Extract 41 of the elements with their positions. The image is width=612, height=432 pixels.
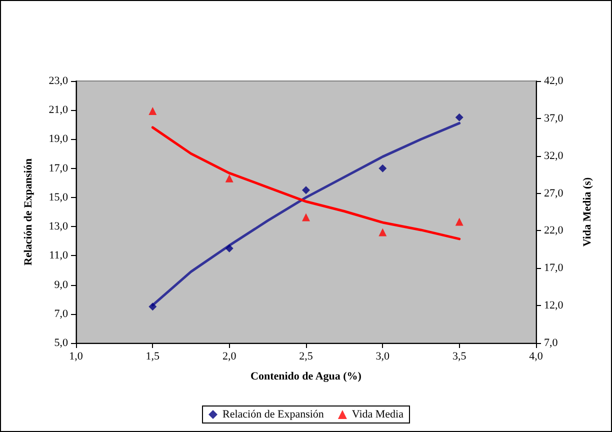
y-tick-label: 11,0 xyxy=(49,250,68,262)
y-tick-label: 15,0 xyxy=(48,191,68,204)
legend-label: Relación de Expansión xyxy=(222,408,324,420)
y-tick-label: 23,0 xyxy=(48,75,68,87)
y2-tick-label: 17,0 xyxy=(544,262,564,274)
y2-tick-label: 7,0 xyxy=(544,337,558,349)
y-tick-label: 19,0 xyxy=(48,133,68,146)
x-axis-title: Contenido de Agua (%) xyxy=(250,370,362,382)
point xyxy=(148,106,157,115)
point xyxy=(302,186,310,194)
x-tick-label: 4,0 xyxy=(529,350,544,362)
point xyxy=(455,113,464,122)
y-axis-title: Relación de Expansión xyxy=(22,158,34,266)
x-tick-label: 3,5 xyxy=(452,350,467,362)
y2-axis-title: Vida Media (s) xyxy=(582,177,594,247)
y2-tick-label: 27,0 xyxy=(544,187,564,200)
line-series xyxy=(151,126,461,240)
y-tick-label: 13,0 xyxy=(48,220,68,233)
y-tick-label: 9,0 xyxy=(54,278,68,291)
y2-tick-label: 42,0 xyxy=(544,75,564,87)
y2-tick-label: 32,0 xyxy=(544,150,564,162)
y-tick-label: 7,0 xyxy=(54,308,68,320)
y-tick-label: 21,0 xyxy=(48,104,68,116)
y2-tick-label: 12,0 xyxy=(544,300,564,312)
point xyxy=(225,244,234,252)
point xyxy=(148,302,157,311)
x-tick-label: 1,0 xyxy=(69,350,84,362)
point xyxy=(225,174,234,182)
legend-label: Vida Media xyxy=(352,408,404,420)
point xyxy=(455,218,464,226)
y2-tick-label: 37,0 xyxy=(544,112,564,124)
x-tick-label: 1,5 xyxy=(146,350,160,362)
y2-tick-label: 22,0 xyxy=(544,224,564,237)
point xyxy=(302,213,310,222)
point xyxy=(378,164,387,172)
x-tick-label: 3,0 xyxy=(376,350,390,362)
point xyxy=(378,228,387,236)
y-tick-label: 17,0 xyxy=(48,162,68,174)
y-tick-label: 5,0 xyxy=(54,337,68,349)
x-tick-label: 2,0 xyxy=(222,350,237,362)
x-tick-label: 2,5 xyxy=(299,350,314,362)
